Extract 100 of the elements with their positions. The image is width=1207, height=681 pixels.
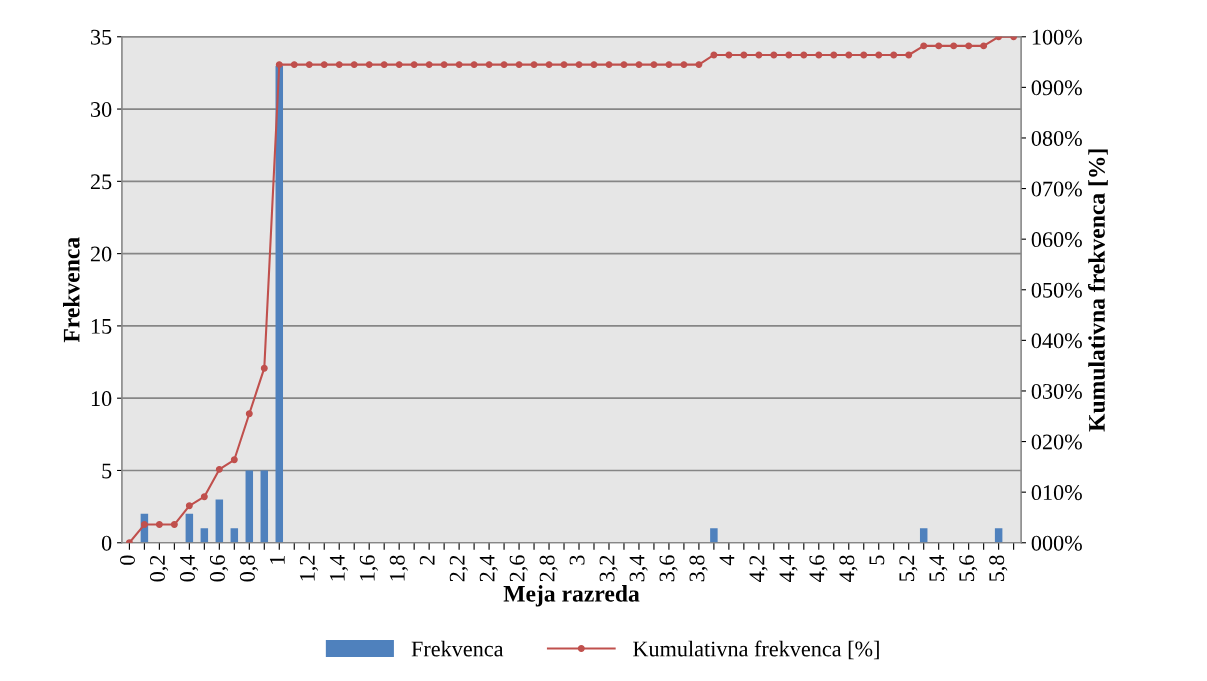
point [320, 61, 328, 69]
point [200, 493, 208, 501]
x-tick-label: 2,2 [449, 555, 468, 582]
point [425, 61, 433, 69]
point [815, 51, 823, 59]
bar [260, 470, 269, 543]
x-tick-label: 1,4 [329, 554, 348, 581]
point [980, 42, 988, 50]
point [470, 61, 478, 69]
y-tick-label: 25 [90, 174, 112, 190]
y-tick-label: 35 [91, 29, 112, 45]
x-tick-label: 3,2 [599, 555, 618, 582]
point [965, 42, 973, 50]
y-tick-label: 10 [91, 391, 112, 407]
y2-tick-label: 070% [1031, 181, 1082, 197]
y-tick-label: 0 [101, 535, 112, 551]
y2-tick-label: 000% [1031, 535, 1082, 551]
y2-tick-label: 020% [1031, 434, 1082, 450]
y2-tick-label: 060% [1031, 232, 1082, 248]
y2-tick-label: 030% [1031, 383, 1082, 399]
bar [185, 513, 194, 543]
bar [230, 528, 239, 543]
point [755, 51, 763, 59]
y-tick-label: 15 [91, 318, 112, 334]
point [395, 61, 403, 69]
x-tick-label: 2,6 [509, 555, 528, 582]
x-tick-label: 4 [719, 554, 735, 566]
y-tick-label: 20 [90, 246, 112, 262]
bar [245, 470, 254, 543]
point [215, 465, 223, 473]
bar [919, 528, 928, 543]
x-tick-label: 3,6 [659, 555, 678, 582]
point [440, 61, 448, 69]
point [335, 61, 343, 69]
x-tick-label: 1,2 [299, 555, 318, 581]
point [905, 51, 913, 59]
x-tick-label: 4,4 [779, 554, 798, 582]
point [245, 410, 253, 418]
point [635, 61, 643, 69]
x-tick-label: 0 [119, 555, 135, 565]
point [695, 61, 703, 69]
point [710, 51, 718, 59]
point [305, 61, 313, 69]
x-tick-label: 2,4 [479, 554, 498, 582]
x-tick-label: 4,8 [839, 555, 858, 582]
x-tick-label: 3,8 [689, 555, 708, 582]
point [170, 521, 178, 529]
x-tick-label: 4,2 [749, 555, 768, 582]
x-tick-label: 2,8 [539, 555, 558, 582]
point [740, 51, 748, 59]
x-axis-title: Meja razreda [503, 585, 640, 607]
x-tick-label: 0,4 [179, 554, 199, 582]
point [260, 364, 268, 372]
x-tick-label: 5,6 [959, 555, 978, 582]
y-tick-label: 30 [91, 101, 112, 117]
point [500, 61, 508, 69]
point [530, 61, 538, 69]
point [800, 51, 808, 59]
y-tick-label: 5 [102, 463, 112, 479]
point [185, 502, 193, 510]
point [650, 61, 658, 69]
bar [994, 528, 1003, 543]
legend-label: Kumulativna frekvenca [%] [633, 640, 879, 660]
point [785, 51, 793, 59]
y2-axis-title: Kumulativna frekvenca [%] [1088, 149, 1108, 432]
point [725, 51, 733, 59]
point [365, 61, 373, 69]
x-tick-label: 5,4 [929, 554, 948, 582]
x-tick-label: 1 [269, 555, 285, 564]
point [485, 61, 493, 69]
point [770, 51, 778, 59]
point [605, 61, 613, 69]
point [380, 61, 388, 69]
x-tick-label: 0,6 [209, 555, 229, 582]
point [875, 51, 883, 59]
y2-tick-label: 040% [1031, 333, 1082, 349]
x-tick-label: 1,8 [389, 555, 408, 581]
x-tick-label: 3,4 [629, 554, 648, 582]
y2-tick-label: 050% [1031, 282, 1082, 298]
x-tick-label: 5,2 [899, 555, 918, 582]
point [230, 456, 238, 464]
point [410, 61, 418, 69]
x-tick-label: 5,8 [989, 555, 1008, 582]
x-tick-label: 3 [569, 555, 585, 565]
point [575, 61, 583, 69]
point [275, 61, 283, 69]
legend-label: Frekvenca [411, 640, 504, 657]
point [845, 51, 853, 59]
x-tick-label: 2 [419, 555, 435, 565]
point [590, 61, 598, 69]
point [620, 61, 628, 69]
point [830, 51, 838, 59]
point [515, 61, 523, 69]
point [350, 61, 358, 69]
point [890, 51, 898, 59]
y-axis-title: Frekvenca [62, 237, 80, 343]
bar [710, 528, 718, 543]
y2-tick-label: 090% [1031, 80, 1082, 96]
point [455, 61, 463, 69]
x-tick-label: 0,2 [149, 555, 169, 582]
